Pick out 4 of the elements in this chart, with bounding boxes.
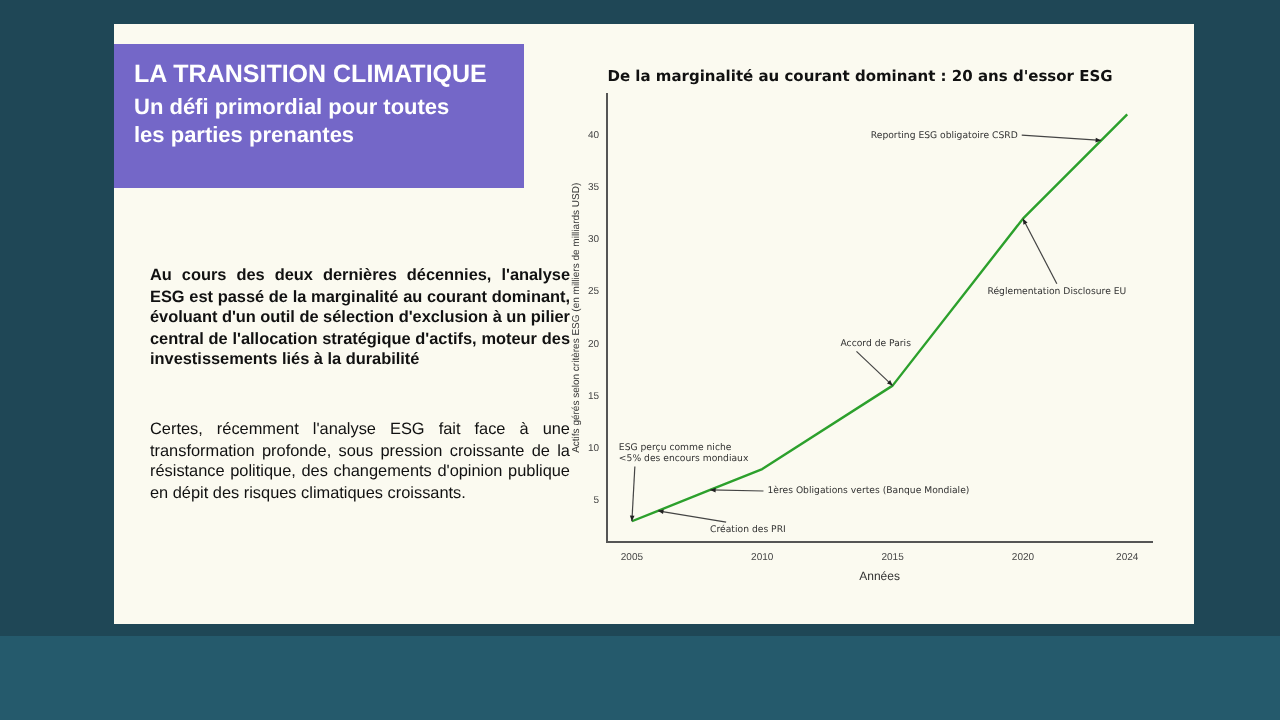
text: Certes, récemment l'analyse ESG fait face à une transformation profonde, sous pression croissante de la résistance politique, des changements d'opinion publique en dépit des risques climatiques croissants. [150, 420, 570, 504]
text: Au cours des deux dernières décennies, l'analyse ESG est passé de la marginalité au courant dominant, évoluant d'un outil de sélection d'exclusion à un pilier central de l'allocation stratégique d'actifs, moteur des investissements liés à la durabilité [150, 266, 570, 371]
text: LA TRANSITION CLIMATIQUE [134, 60, 489, 88]
text: Un défi primordial pour toutes les parties prenantes [134, 94, 452, 150]
